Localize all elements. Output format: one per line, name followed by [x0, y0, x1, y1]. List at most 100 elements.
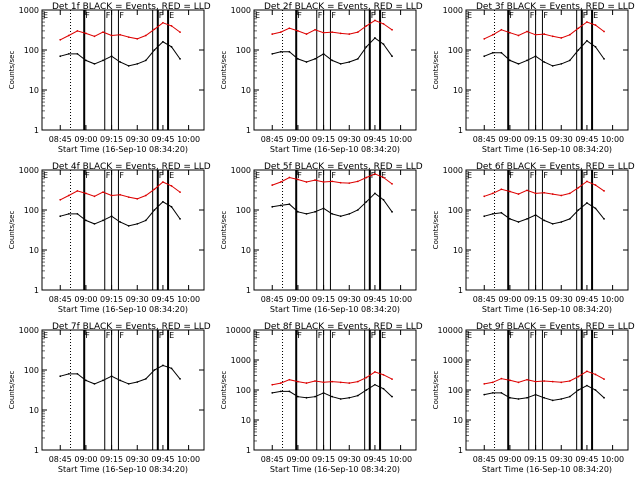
x-tick-label: 09:00	[74, 455, 97, 464]
data-point-lld	[127, 36, 130, 39]
data-point-events	[297, 210, 299, 213]
x-tick-label: 09:30	[550, 135, 573, 144]
data-point-lld	[551, 380, 554, 383]
data-point-events	[365, 200, 368, 203]
x-tick-label: 10:00	[389, 455, 412, 464]
marker-flag: F	[85, 331, 90, 340]
marker-flag: E	[255, 171, 260, 180]
panel-title: Det 3f BLACK = Events, RED = LLD	[476, 2, 635, 12]
data-point-lld	[170, 25, 173, 27]
data-point-events	[560, 221, 563, 223]
data-point-lld	[144, 194, 147, 197]
series-line-lld	[272, 371, 393, 386]
data-point-events	[322, 392, 325, 394]
data-point-events	[314, 395, 316, 398]
y-tick-label: 10	[453, 246, 463, 255]
marker-flag: F	[530, 11, 535, 20]
x-tick-label: 08:45	[473, 295, 496, 304]
data-point-events	[568, 217, 571, 220]
x-tick-label: 10:00	[601, 135, 624, 144]
data-point-lld	[382, 22, 385, 25]
data-point-events	[577, 49, 580, 51]
y-tick-label: 1	[246, 126, 251, 135]
x-axis-label: Start Time (16-Sep-10 08:34:20)	[58, 145, 188, 154]
data-point-events	[365, 389, 368, 391]
data-point-lld	[279, 31, 282, 34]
x-tick-label: 09:15	[312, 455, 335, 464]
data-point-lld	[85, 32, 87, 35]
data-point-lld	[509, 190, 511, 193]
data-point-lld	[162, 21, 164, 24]
data-point-events	[551, 65, 554, 67]
y-tick-label: 100	[24, 206, 39, 215]
data-point-lld	[179, 191, 181, 194]
data-point-events	[534, 214, 537, 216]
marker-flag: F	[159, 11, 164, 20]
data-point-events	[153, 49, 156, 51]
data-point-lld	[76, 190, 79, 192]
data-point-lld	[305, 382, 308, 384]
y-axis-label: Counts/sec	[432, 211, 440, 250]
marker-flag: F	[583, 331, 588, 340]
marker-flag: E	[169, 11, 174, 20]
series-line-events	[272, 192, 393, 217]
data-point-lld	[568, 380, 571, 382]
detector-panel-3: Det 3f BLACK = Events, RED = LLD 1 10 100 10…	[432, 2, 635, 154]
data-point-events	[526, 59, 528, 62]
x-tick-label: 08:45	[49, 455, 72, 464]
data-point-lld	[110, 34, 113, 37]
data-point-events	[577, 389, 580, 391]
data-point-lld	[153, 188, 156, 191]
data-point-events	[170, 367, 173, 370]
x-tick-label: 09:00	[498, 295, 521, 304]
y-tick-label: 1	[458, 286, 463, 295]
data-point-events	[144, 59, 147, 62]
data-point-lld	[534, 33, 537, 36]
data-point-lld	[348, 182, 351, 185]
data-point-lld	[603, 378, 605, 381]
data-point-events	[162, 364, 164, 367]
data-point-lld	[382, 176, 385, 179]
data-point-events	[76, 212, 79, 215]
data-point-events	[305, 61, 308, 63]
data-point-lld	[119, 33, 122, 36]
y-tick-label: 1	[246, 446, 251, 455]
data-point-lld	[517, 381, 520, 384]
marker-flag: F	[297, 171, 302, 180]
x-tick-label: 09:45	[151, 455, 174, 464]
data-point-events	[136, 381, 139, 383]
data-point-events	[339, 398, 342, 400]
data-point-events	[483, 215, 486, 218]
detector-panel-1: Det 1f BLACK = Events, RED = LLD 1 10 100 10…	[8, 2, 211, 154]
data-point-events	[297, 57, 299, 60]
x-tick-label: 09:45	[151, 135, 174, 144]
data-point-lld	[551, 193, 554, 195]
data-point-events	[543, 61, 546, 63]
data-point-lld	[279, 181, 282, 183]
data-point-events	[119, 379, 122, 382]
data-point-events	[551, 222, 554, 225]
x-tick-label: 09:45	[363, 455, 386, 464]
data-point-events	[102, 219, 104, 222]
y-axis-label: Counts/sec	[220, 51, 228, 90]
plot-frame	[41, 329, 205, 451]
marker-flag: F	[106, 11, 111, 20]
data-point-events	[85, 59, 87, 62]
data-point-events	[279, 50, 282, 53]
data-point-events	[119, 61, 122, 63]
data-point-lld	[356, 380, 359, 383]
data-point-events	[594, 389, 597, 391]
data-point-events	[110, 215, 113, 218]
data-point-events	[136, 222, 139, 225]
panel-title: Det 7f BLACK = Events, RED = LLD	[52, 322, 211, 332]
data-point-events	[314, 57, 316, 60]
data-point-lld	[314, 179, 316, 181]
data-point-lld	[271, 33, 274, 35]
data-point-events	[500, 392, 503, 394]
data-point-lld	[339, 381, 342, 384]
marker-flag: F	[106, 171, 111, 180]
data-point-events	[59, 215, 62, 218]
data-point-events	[305, 396, 308, 399]
marker-flag: F	[85, 11, 90, 20]
data-point-events	[500, 51, 503, 54]
